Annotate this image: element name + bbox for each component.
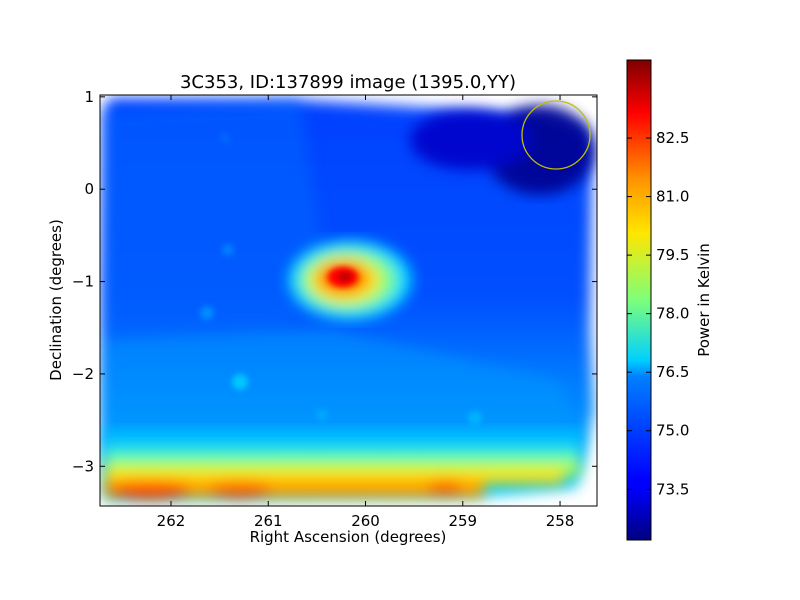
plot-frame [99, 94, 598, 507]
colorbar-tick-label: 81.0 [656, 188, 689, 206]
colorbar-axis: 82.5 81.0 79.5 78.0 76.5 75.0 73.5 [627, 129, 689, 498]
x-axis: 262 261 260 259 258 [157, 95, 575, 530]
colorbar-tick-label: 76.5 [656, 363, 689, 381]
x-tick-label: 259 [448, 512, 477, 530]
chart-title: 3C353, ID:137899 image (1395.0,YY) [180, 72, 516, 93]
y-tick-label: −3 [72, 457, 94, 475]
colorbar-label: Power in Kelvin [695, 243, 713, 357]
x-tick-label: 262 [157, 512, 186, 530]
y-tick-label: −1 [72, 273, 94, 291]
colorbar-tick-label: 75.0 [656, 422, 689, 440]
colorbar-tick-label: 82.5 [656, 129, 689, 147]
y-axis-label: Declination (degrees) [47, 219, 65, 381]
y-tick-label: 0 [84, 180, 94, 198]
x-axis-label: Right Ascension (degrees) [250, 528, 447, 546]
y-tick-label: 1 [84, 88, 94, 106]
x-tick-label: 258 [546, 512, 575, 530]
x-tick-label: 261 [254, 512, 283, 530]
colorbar-tick-label: 73.5 [656, 480, 689, 498]
colorbar [626, 59, 652, 541]
x-tick-label: 260 [351, 512, 380, 530]
colorbar-tick-label: 78.0 [656, 305, 689, 323]
y-axis: 1 0 −1 −2 −3 [72, 88, 597, 475]
y-tick-label: −2 [72, 365, 94, 383]
beam-circle [521, 100, 591, 170]
heatmap-image [101, 98, 595, 500]
colorbar-tick-label: 79.5 [656, 246, 689, 264]
